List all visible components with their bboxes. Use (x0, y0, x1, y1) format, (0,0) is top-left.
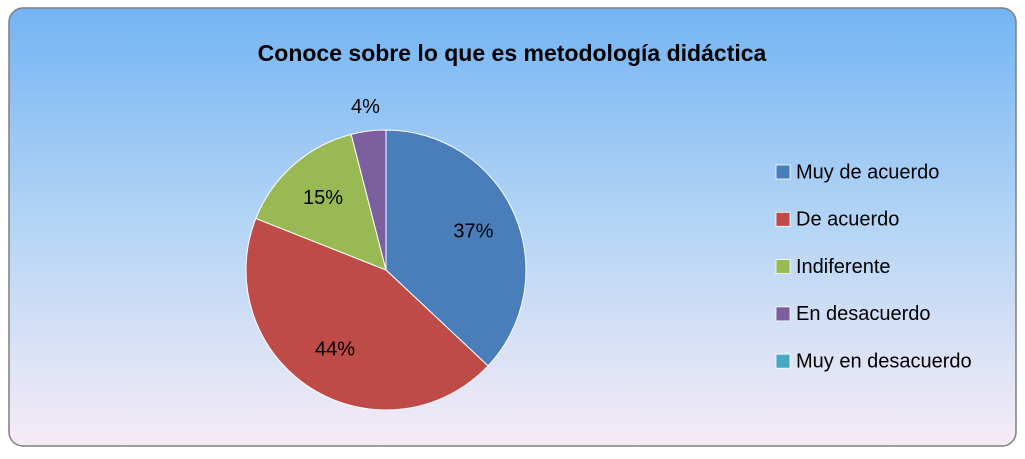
data-label: 15% (303, 187, 343, 209)
legend-label: Indiferente (796, 256, 891, 278)
data-label: 37% (453, 220, 493, 242)
legend-swatch (775, 306, 791, 322)
legend-swatch (775, 259, 791, 275)
pie-slice (255, 133, 387, 271)
legend-swatch (775, 353, 791, 369)
pie-slice (350, 129, 387, 271)
pie-slice (245, 217, 489, 411)
pie-slice (385, 129, 527, 367)
legend-label: En desacuerdo (796, 303, 931, 325)
legend-label: De acuerdo (796, 209, 899, 231)
legend-label: Muy de acuerdo (796, 161, 939, 183)
legend-swatch (775, 211, 791, 227)
data-label: 44% (315, 339, 355, 361)
data-label: 4% (351, 96, 380, 118)
legend-label: Muy en desacuerdo (796, 350, 972, 372)
legend-swatch (775, 164, 791, 180)
chart-title: Conoce sobre lo que es metodología didác… (258, 40, 767, 66)
